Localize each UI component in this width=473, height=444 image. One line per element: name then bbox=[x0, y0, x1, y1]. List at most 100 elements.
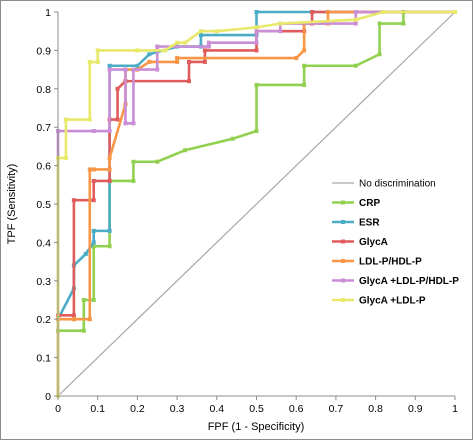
data-point-glyca-ldl-p-hdl-p bbox=[107, 67, 112, 72]
data-point-glyca-ldl-p-hdl-p bbox=[131, 67, 136, 72]
data-point-glyca-ldl-p-hdl-p bbox=[155, 67, 160, 72]
data-point-glyca-ldl-p bbox=[95, 59, 100, 64]
data-point-crp bbox=[377, 21, 382, 26]
data-point-glyca-ldl-p bbox=[87, 117, 92, 122]
data-point-glyca bbox=[310, 10, 315, 14]
x-tick-label: 0.7 bbox=[329, 403, 344, 415]
data-point-ldl-p-hdl-p bbox=[87, 167, 92, 172]
data-point-crp bbox=[183, 148, 188, 153]
y-tick-label: 0.8 bbox=[36, 84, 51, 96]
data-point-glyca-ldl-p bbox=[175, 40, 180, 45]
data-point-glyca bbox=[187, 59, 192, 64]
x-tick-label: 0.2 bbox=[130, 403, 145, 415]
legend-label: GlycA +LDL-P/HDL-P bbox=[359, 276, 459, 287]
data-point-crp bbox=[353, 63, 358, 68]
x-tick-label: 0.5 bbox=[249, 403, 264, 415]
legend-marker bbox=[341, 239, 345, 244]
data-point-glyca-ldl-p bbox=[353, 17, 358, 22]
data-point-esr bbox=[91, 228, 96, 233]
data-point-crp bbox=[155, 159, 160, 164]
data-point-ldl-p-hdl-p bbox=[107, 167, 112, 172]
series-glyca-ldl-p bbox=[56, 10, 457, 398]
legend-marker bbox=[341, 298, 345, 302]
legend-marker bbox=[341, 220, 345, 224]
data-point-glyca-ldl-p-hdl-p bbox=[206, 40, 211, 45]
data-point-esr bbox=[254, 10, 259, 14]
data-point-crp bbox=[131, 178, 136, 183]
y-tick-label: 0.2 bbox=[36, 314, 51, 326]
data-point-crp bbox=[91, 244, 96, 249]
x-tick-label: 0.4 bbox=[209, 403, 224, 415]
data-point-glyca-ldl-p bbox=[381, 10, 386, 14]
legend-item-no-discrimination: No discrimination bbox=[332, 179, 436, 190]
axes: 0 0.1 0.2 0.3 0.4 0.5 0.6 0.7 0.8 0.9 1 0 0.1 0.2 0.3 0… bbox=[36, 7, 458, 415]
data-point-glyca-ldl-p-hdl-p bbox=[278, 29, 283, 34]
data-point-glyca-ldl-p bbox=[278, 21, 283, 26]
y-tick-label: 0.9 bbox=[36, 45, 51, 57]
data-point-ldl-p-hdl-p bbox=[87, 317, 92, 322]
data-point-ldl-p-hdl-p bbox=[147, 59, 152, 64]
x-tick-label: 0.1 bbox=[90, 403, 105, 415]
data-point-glyca-ldl-p bbox=[135, 48, 140, 53]
data-point-glyca-ldl-p-hdl-p bbox=[123, 67, 128, 72]
legend-item-ldl-p-hdl-p: LDL-P/HDL-P bbox=[332, 257, 422, 268]
legend-label: CRP bbox=[359, 198, 380, 209]
data-point-glyca-ldl-p-hdl-p bbox=[123, 121, 128, 126]
data-point-glyca-ldl-p bbox=[87, 59, 92, 64]
data-point-glyca bbox=[115, 117, 120, 122]
data-point-crp bbox=[81, 298, 86, 302]
data-point-glyca-ldl-p bbox=[214, 29, 219, 34]
data-point-glyca bbox=[254, 48, 259, 53]
data-point-esr bbox=[198, 33, 203, 38]
data-point-ldl-p-hdl-p bbox=[175, 56, 180, 61]
data-point-esr bbox=[107, 63, 112, 68]
data-point-glyca bbox=[71, 313, 76, 318]
x-tick-label: 0.6 bbox=[289, 403, 304, 415]
data-point-ldl-p-hdl-p bbox=[302, 48, 307, 53]
x-tick-label: 0.8 bbox=[368, 403, 383, 415]
legend-label: GlycA bbox=[359, 237, 388, 248]
data-point-crp bbox=[81, 328, 86, 333]
data-point-glyca-ldl-p-hdl-p bbox=[353, 10, 358, 14]
legend-marker bbox=[341, 259, 345, 263]
data-point-esr bbox=[147, 52, 152, 57]
legend-label: No discrimination bbox=[359, 179, 436, 190]
data-point-esr bbox=[83, 251, 88, 256]
legend-item-esr: ESR bbox=[332, 218, 380, 229]
legend: No discrimination CRP ESR GlycA LDL-P/HDL-P G… bbox=[332, 179, 459, 307]
data-point-glyca-ldl-p bbox=[198, 29, 203, 34]
legend-label: GlycA +LDL-P bbox=[359, 296, 426, 307]
data-point-ldl-p-hdl-p bbox=[71, 317, 76, 322]
data-point-glyca-ldl-p bbox=[63, 117, 68, 122]
data-point-esr bbox=[135, 63, 140, 68]
no-discrimination-line bbox=[57, 11, 456, 397]
data-point-glyca bbox=[202, 59, 207, 64]
data-point-glyca-ldl-p-hdl-p bbox=[353, 21, 358, 26]
data-point-crp bbox=[107, 244, 112, 249]
data-point-glyca-ldl-p-hdl-p bbox=[254, 29, 259, 34]
data-point-glyca-ldl-p bbox=[183, 40, 188, 45]
data-point-crp bbox=[254, 129, 259, 134]
data-point-ldl-p-hdl-p bbox=[294, 56, 299, 61]
x-tick-label: 1 bbox=[452, 403, 458, 415]
data-point-crp bbox=[131, 159, 136, 164]
data-point-glyca bbox=[187, 79, 192, 84]
y-tick-label: 0 bbox=[45, 391, 51, 403]
data-point-ldl-p-hdl-p bbox=[91, 167, 96, 172]
data-point-crp bbox=[91, 298, 96, 302]
y-tick-label: 0.7 bbox=[36, 122, 51, 134]
data-point-esr bbox=[91, 240, 96, 245]
data-point-glyca bbox=[91, 198, 96, 203]
data-point-ldl-p-hdl-p bbox=[175, 59, 180, 64]
data-point-ldl-p-hdl-p bbox=[107, 155, 112, 160]
data-point-glyca bbox=[71, 198, 76, 203]
data-point-glyca-ldl-p-hdl-p bbox=[155, 44, 160, 49]
legend-label: ESR bbox=[359, 218, 380, 229]
data-point-glyca-ldl-p-hdl-p bbox=[107, 129, 112, 134]
data-point-glyca bbox=[107, 178, 112, 183]
data-point-crp bbox=[254, 82, 259, 87]
data-point-glyca bbox=[115, 86, 120, 91]
legend-item-glyca-ldl-p-hdl-p: GlycA +LDL-P/HDL-P bbox=[332, 276, 459, 287]
